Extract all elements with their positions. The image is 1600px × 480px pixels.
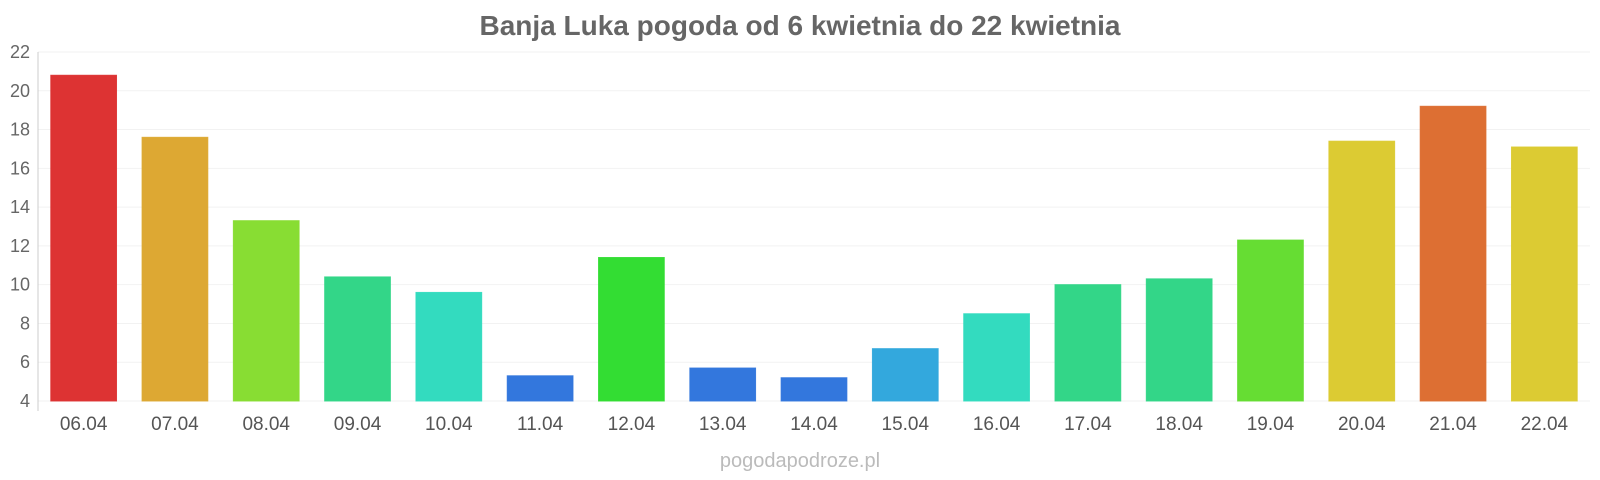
bar-16.04 bbox=[963, 313, 1030, 402]
x-tick-label: 08.04 bbox=[242, 414, 290, 435]
y-tick-label: 20 bbox=[10, 81, 30, 101]
bar-21.04 bbox=[1419, 105, 1487, 402]
bar-14.04 bbox=[780, 377, 848, 402]
x-tick-label: 20.04 bbox=[1338, 414, 1386, 435]
y-tick-label: 6 bbox=[20, 352, 30, 372]
bar-11.04 bbox=[506, 375, 574, 402]
x-tick-label: 07.04 bbox=[151, 414, 199, 435]
x-tick-label: 22.04 bbox=[1521, 414, 1569, 435]
bar-08.04 bbox=[232, 220, 300, 402]
x-tick-label: 10.04 bbox=[425, 414, 473, 435]
y-tick-label: 22 bbox=[10, 42, 30, 62]
x-tick-label: 21.04 bbox=[1429, 414, 1477, 435]
x-tick-label: 13.04 bbox=[699, 414, 747, 435]
x-tick-label: 06.04 bbox=[60, 414, 108, 435]
y-tick-label: 14 bbox=[10, 197, 30, 217]
bars bbox=[50, 74, 1578, 402]
bar-chart: 22 20 18 16 14 12 10 8 6 4 06.04 07.04 08.04 09.04 10… bbox=[10, 42, 1590, 435]
y-tick-label: 10 bbox=[10, 275, 30, 295]
y-tick-label: 12 bbox=[10, 236, 30, 256]
y-axis: 22 20 18 16 14 12 10 8 6 4 bbox=[10, 42, 39, 411]
chart-title: Banja Luka pogoda od 6 kwietnia do 22 kw… bbox=[479, 10, 1121, 41]
y-tick-label: 8 bbox=[20, 313, 30, 333]
y-tick-label: 18 bbox=[10, 120, 30, 140]
bar-07.04 bbox=[141, 136, 209, 402]
bar-20.04 bbox=[1328, 140, 1396, 402]
footer-watermark: pogodapodroze.pl bbox=[719, 450, 881, 472]
x-tick-label: 14.04 bbox=[790, 414, 838, 435]
x-tick-label: 11.04 bbox=[517, 414, 564, 435]
bar-13.04 bbox=[689, 367, 757, 402]
bar-06.04 bbox=[50, 74, 118, 402]
bar-18.04 bbox=[1145, 278, 1213, 402]
x-tick-label: 16.04 bbox=[973, 414, 1021, 435]
bar-19.04 bbox=[1237, 239, 1304, 402]
bar-09.04 bbox=[324, 276, 391, 402]
x-tick-label: 09.04 bbox=[334, 414, 382, 435]
x-axis-labels: 06.04 07.04 08.04 09.04 10.04 11.04 12.04 13.04… bbox=[60, 414, 1569, 435]
bar-17.04 bbox=[1054, 284, 1122, 402]
x-tick-label: 15.04 bbox=[882, 414, 930, 435]
y-tick-label: 16 bbox=[10, 158, 30, 178]
bar-10.04 bbox=[415, 291, 483, 402]
bar-12.04 bbox=[598, 257, 665, 402]
x-tick-label: 12.04 bbox=[608, 414, 656, 435]
bar-22.04 bbox=[1510, 146, 1578, 402]
x-tick-label: 18.04 bbox=[1155, 414, 1203, 435]
x-tick-label: 19.04 bbox=[1247, 414, 1295, 435]
y-tick-label: 4 bbox=[20, 391, 30, 411]
bar-15.04 bbox=[871, 348, 939, 402]
x-tick-label: 17.04 bbox=[1064, 414, 1112, 435]
